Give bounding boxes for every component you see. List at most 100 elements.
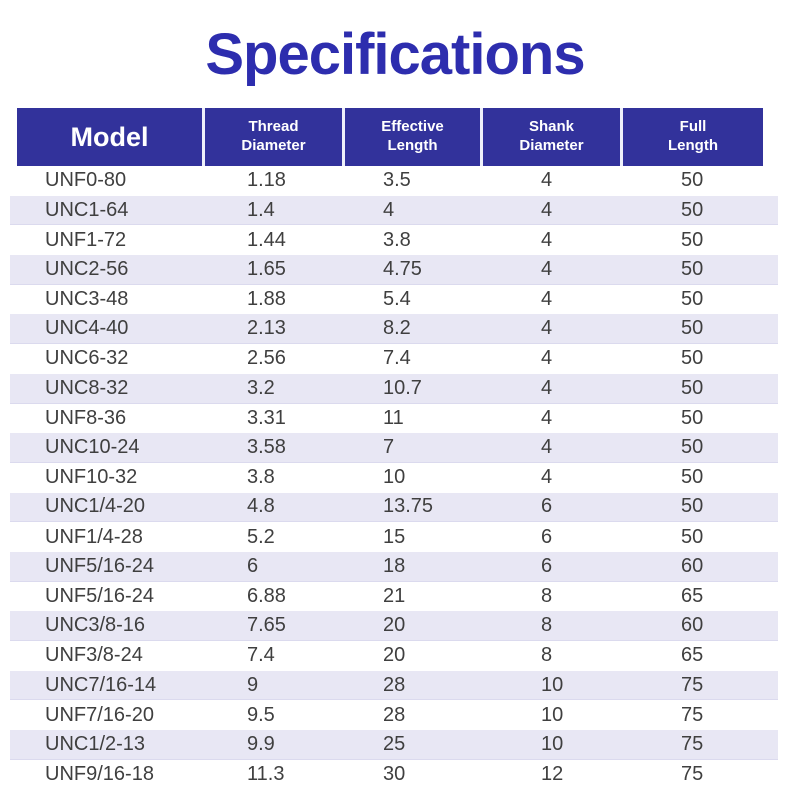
cell-thread-diameter: 7.4 [247, 644, 275, 667]
cell-full-length: 50 [681, 347, 704, 370]
cell-effective-length: 3.8 [383, 228, 411, 251]
cell-model: UNC10-24 [45, 436, 140, 459]
cell-full-length: 50 [681, 198, 704, 221]
column-header-label-line2: Diameter [241, 137, 306, 154]
column-header-full-length: Full Length [623, 108, 763, 166]
cell-model: UNC4-40 [45, 317, 129, 340]
cell-effective-length: 20 [383, 644, 406, 667]
cell-full-length: 75 [681, 673, 704, 696]
cell-effective-length: 4 [383, 198, 395, 221]
cell-effective-length: 13.75 [383, 495, 434, 518]
cell-effective-length: 8.2 [383, 317, 411, 340]
table-row: UNF3/8-24 7.4 20 8 65 [10, 641, 778, 671]
cell-thread-diameter: 3.2 [247, 376, 275, 399]
cell-effective-length: 28 [383, 703, 406, 726]
cell-effective-length: 10.7 [383, 376, 422, 399]
cell-model: UNC3-48 [45, 288, 129, 311]
cell-full-length: 50 [681, 495, 704, 518]
cell-shank-diameter: 12 [541, 763, 564, 786]
cell-thread-diameter: 3.8 [247, 466, 275, 489]
column-header-label-line1: Effective [381, 118, 444, 136]
cell-effective-length: 10 [383, 466, 406, 489]
cell-shank-diameter: 10 [541, 732, 564, 755]
cell-full-length: 50 [681, 317, 704, 340]
cell-model: UNF10-32 [45, 466, 138, 489]
column-header-label-line1: Full [679, 118, 707, 136]
table-row: UNC3-48 1.88 5.4 4 50 [10, 284, 778, 315]
cell-model: UNC2-56 [45, 257, 129, 280]
cell-full-length: 50 [681, 406, 704, 429]
cell-effective-length: 5.4 [383, 288, 411, 311]
cell-shank-diameter: 4 [541, 169, 553, 192]
cell-model: UNC1/2-13 [45, 732, 146, 755]
cell-shank-diameter: 4 [541, 466, 553, 489]
column-header-model: Model [17, 108, 205, 166]
cell-thread-diameter: 3.58 [247, 436, 286, 459]
column-header-label: Model [70, 121, 149, 152]
cell-effective-length: 30 [383, 763, 406, 786]
cell-model: UNC6-32 [45, 347, 129, 370]
cell-effective-length: 21 [383, 584, 406, 607]
table-body: UNF0-80 1.18 3.5 4 50 UNC1-64 1.4 4 4 50 UNF1-72 1.… [10, 166, 778, 790]
cell-effective-length: 7.4 [383, 347, 411, 370]
cell-thread-diameter: 1.44 [247, 228, 286, 251]
cell-model: UNF8-36 [45, 406, 127, 429]
cell-thread-diameter: 9.5 [247, 703, 275, 726]
cell-shank-diameter: 6 [541, 495, 553, 518]
table-header-row: Model Thread Diameter Effective Length S… [17, 108, 763, 166]
table-row: UNF0-80 1.18 3.5 4 50 [10, 166, 778, 196]
column-header-thread-diameter: Thread Diameter [205, 108, 345, 166]
cell-shank-diameter: 4 [541, 198, 553, 221]
table-row: UNC6-32 2.56 7.4 4 50 [10, 344, 778, 374]
cell-thread-diameter: 7.65 [247, 614, 286, 637]
column-header-label-line2: Diameter [519, 137, 584, 154]
table-row: UNF1-72 1.44 3.8 4 50 [10, 225, 778, 256]
column-header-label-line1: Shank [528, 118, 574, 136]
cell-effective-length: 15 [383, 525, 406, 548]
cell-model: UNC7/16-14 [45, 673, 157, 696]
column-header-label-line1: Thread [248, 118, 299, 136]
cell-full-length: 50 [681, 525, 704, 548]
cell-thread-diameter: 1.88 [247, 288, 286, 311]
cell-model: UNC3/8-16 [45, 614, 146, 637]
cell-thread-diameter: 9.9 [247, 732, 275, 755]
cell-thread-diameter: 6.88 [247, 584, 286, 607]
cell-shank-diameter: 8 [541, 644, 553, 667]
table-row: UNC1-64 1.4 4 4 50 [10, 195, 778, 226]
cell-effective-length: 18 [383, 554, 406, 577]
cell-full-length: 65 [681, 644, 704, 667]
cell-shank-diameter: 8 [541, 584, 553, 607]
column-header-label-line2: Length [668, 137, 718, 154]
cell-shank-diameter: 4 [541, 228, 553, 251]
cell-shank-diameter: 10 [541, 673, 564, 696]
cell-thread-diameter: 6 [247, 554, 259, 577]
cell-shank-diameter: 8 [541, 614, 553, 637]
cell-full-length: 50 [681, 169, 704, 192]
cell-full-length: 65 [681, 584, 704, 607]
table-row: UNC1/4-20 4.8 13.75 6 50 [10, 492, 778, 523]
cell-model: UNF5/16-24 [45, 554, 154, 577]
cell-full-length: 75 [681, 763, 704, 786]
cell-thread-diameter: 1.4 [247, 198, 275, 221]
table-row: UNF8-36 3.31 11 4 50 [10, 403, 778, 434]
cell-effective-length: 4.75 [383, 257, 422, 280]
cell-effective-length: 7 [383, 436, 395, 459]
cell-effective-length: 11 [383, 406, 404, 429]
cell-shank-diameter: 4 [541, 376, 553, 399]
table-row: UNC4-40 2.13 8.2 4 50 [10, 314, 778, 345]
cell-model: UNF3/8-24 [45, 644, 143, 667]
title-band: Specifications [0, 0, 790, 108]
table-row: UNF1/4-28 5.2 15 6 50 [10, 522, 778, 552]
page-title: Specifications [205, 22, 585, 87]
cell-thread-diameter: 9 [247, 673, 259, 696]
cell-thread-diameter: 4.8 [247, 495, 275, 518]
cell-model: UNF0-80 [45, 169, 127, 192]
cell-model: UNC1/4-20 [45, 495, 146, 518]
table-row: UNC3/8-16 7.65 20 8 60 [10, 611, 778, 641]
cell-thread-diameter: 1.18 [247, 169, 286, 192]
table-row: UNF9/16-18 11.3 30 12 75 [10, 759, 778, 790]
cell-shank-diameter: 4 [541, 317, 553, 340]
cell-full-length: 50 [681, 436, 704, 459]
cell-thread-diameter: 1.65 [247, 257, 286, 280]
cell-effective-length: 3.5 [383, 169, 411, 192]
